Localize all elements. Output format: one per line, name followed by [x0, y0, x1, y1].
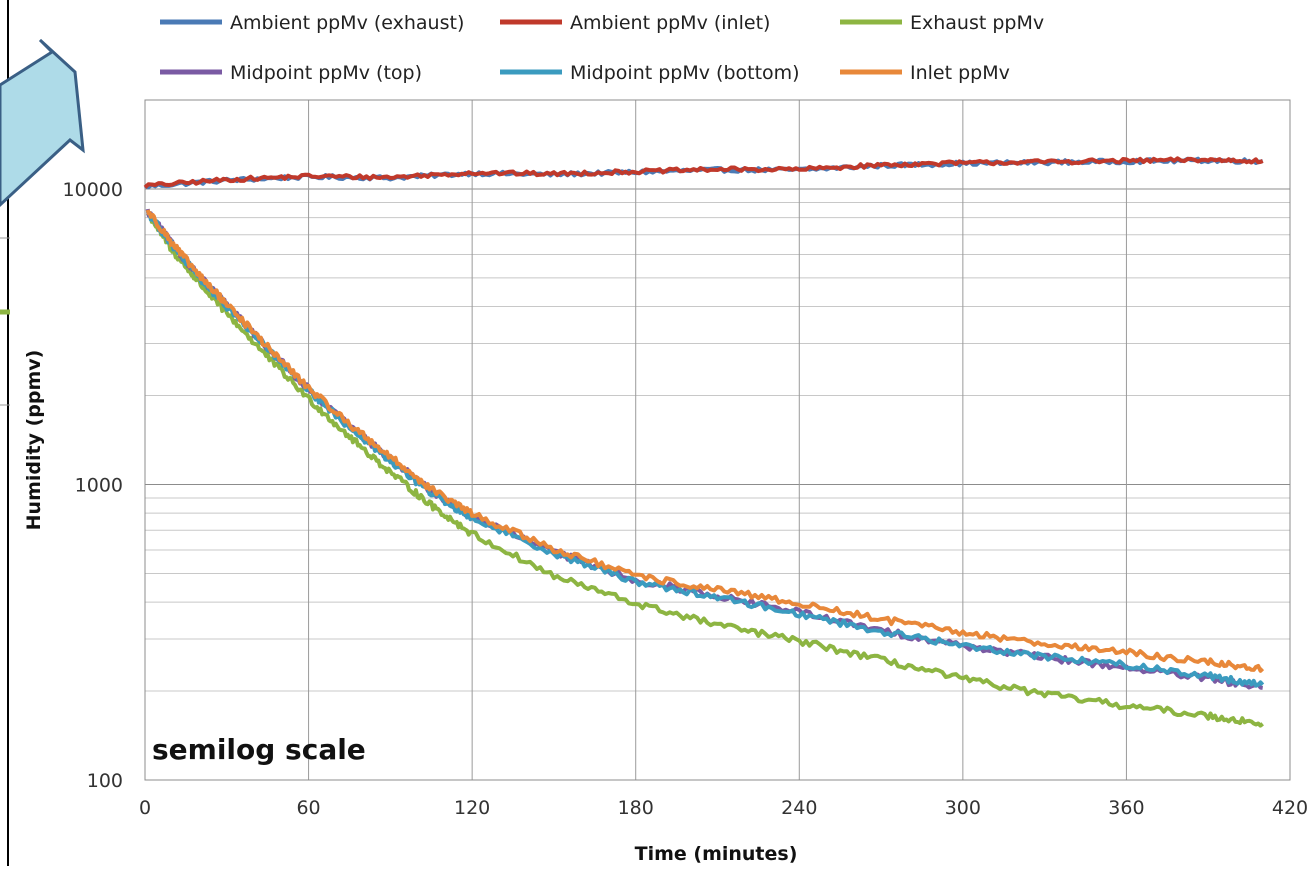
- x-tick-label: 360: [1108, 797, 1144, 819]
- x-axis-title: Time (minutes): [635, 843, 798, 865]
- legend-label: Midpoint ppMv (top): [230, 62, 422, 84]
- series-line: [143, 156, 1264, 189]
- y-axis-title: Humidity (ppmv): [23, 350, 45, 531]
- legend-label: Inlet ppMv: [910, 62, 1010, 84]
- series-line: [146, 210, 1265, 688]
- x-tick-label: 180: [618, 797, 654, 819]
- y-tick-label: 10000: [63, 179, 123, 201]
- series-line: [145, 208, 1263, 690]
- legend-label: Ambient ppMv (inlet): [570, 12, 770, 34]
- tick-labels: 0 60 120 180 240 300 360 420 100 1000 10000: [63, 179, 1309, 819]
- x-tick-label: 420: [1272, 797, 1308, 819]
- series-line: [144, 156, 1263, 190]
- legend-label: Ambient ppMv (exhaust): [230, 12, 464, 34]
- plot-area-border: [144, 99, 1291, 781]
- legend: Ambient ppMv (exhaust) Ambient ppMv (inle…: [160, 12, 1044, 84]
- x-tick-label: 120: [454, 797, 490, 819]
- grid: [144, 99, 1291, 781]
- x-tick-label: 60: [296, 797, 320, 819]
- legend-label: Midpoint ppMv (bottom): [570, 62, 800, 84]
- series-line: [145, 209, 1265, 673]
- chart-annotation: semilog scale: [152, 733, 366, 766]
- x-tick-label: 300: [945, 797, 981, 819]
- legend-label: Exhaust ppMv: [910, 12, 1044, 34]
- series-line: [145, 212, 1264, 728]
- x-tick-label: 240: [781, 797, 817, 819]
- x-tick-label: 0: [139, 797, 151, 819]
- y-tick-label: 1000: [75, 474, 123, 496]
- y-tick-label: 100: [87, 770, 123, 792]
- series-lines: [143, 156, 1265, 728]
- callout-arrow: [0, 38, 85, 208]
